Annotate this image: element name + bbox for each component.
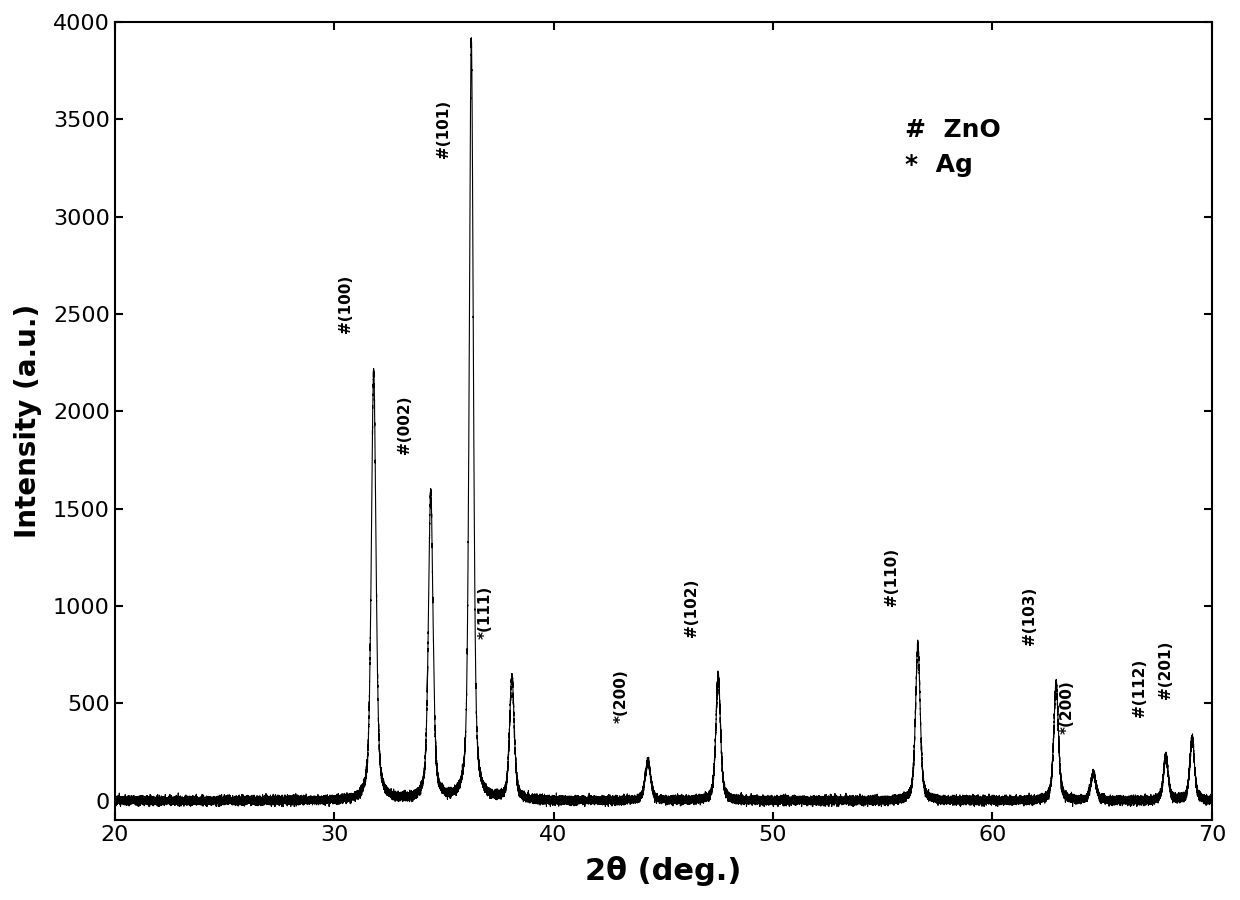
Text: #(102): #(102) bbox=[684, 579, 699, 637]
Text: #(112): #(112) bbox=[1132, 659, 1147, 717]
Text: #  ZnO
*  Ag: # ZnO * Ag bbox=[905, 118, 1001, 177]
Text: #(201): #(201) bbox=[1158, 641, 1173, 699]
Y-axis label: Intensity (a.u.): Intensity (a.u.) bbox=[14, 304, 42, 538]
Text: #(110): #(110) bbox=[884, 548, 899, 606]
Text: *(200): *(200) bbox=[1060, 680, 1075, 734]
Text: #(002): #(002) bbox=[397, 396, 412, 454]
Text: #(101): #(101) bbox=[436, 100, 451, 158]
Text: *(200): *(200) bbox=[614, 669, 629, 723]
X-axis label: 2θ (deg.): 2θ (deg.) bbox=[585, 856, 742, 886]
Text: #(100): #(100) bbox=[337, 275, 352, 333]
Text: #(103): #(103) bbox=[1022, 587, 1038, 645]
Text: *(111): *(111) bbox=[479, 586, 494, 639]
